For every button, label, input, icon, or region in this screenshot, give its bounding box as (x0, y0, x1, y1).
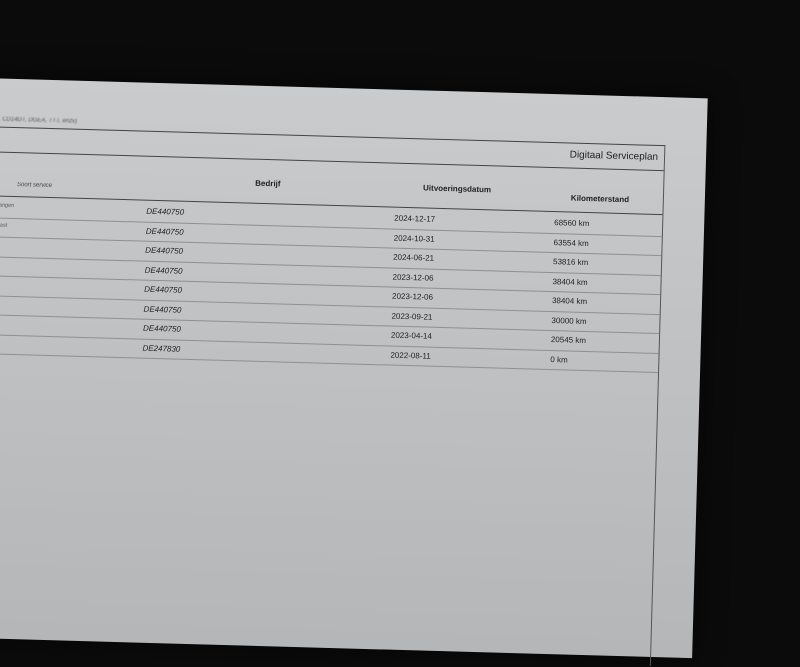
header-note: ), CD14DT, DGEA, TTT, enzv) (0, 116, 78, 125)
km-cell: 53816 km (552, 257, 589, 268)
date-cell: 2023-12-06 (391, 291, 434, 302)
date-cell: 2024-12-17 (394, 213, 436, 224)
date-cell: 2024-06-21 (393, 252, 435, 263)
column-header-km: Kilometerstand (570, 193, 630, 205)
company-cell: DE440750 (144, 284, 183, 295)
km-cell: 20545 km (550, 335, 587, 346)
company-cell: DE440750 (146, 206, 185, 217)
column-header-company: Bedrijf (255, 178, 281, 189)
company-cell: DE440750 (143, 304, 182, 315)
column-header-date: Uitvoeringsdatum (422, 183, 492, 195)
date-cell: 2024-10-31 (393, 233, 435, 244)
service-cell: vervangen (0, 202, 15, 210)
km-cell: 38404 km (552, 276, 588, 287)
company-cell: DE440750 (142, 323, 182, 334)
date-cell: 2023-09-21 (391, 311, 433, 322)
km-cell: 30000 km (551, 315, 587, 326)
km-cell: 68560 km (554, 218, 590, 229)
column-header-service: Soort service (16, 182, 53, 190)
km-cell: 63554 km (553, 237, 589, 248)
km-cell: 38404 km (551, 296, 588, 307)
date-cell: 2022-08-11 (390, 350, 431, 361)
company-cell: DE247830 (142, 343, 181, 354)
service-document: ), CD14DT, DGEA, TTT, enzv) Digitaal Ser… (0, 78, 708, 666)
date-cell: 2023-12-06 (392, 272, 434, 283)
company-cell: DE440750 (145, 226, 184, 237)
divider (0, 151, 664, 172)
service-cell: afgelast (0, 221, 8, 229)
service-table: Digitaal Serviceplan Soort service Bedri… (0, 126, 666, 666)
date-cell: 2023-04-14 (390, 330, 433, 341)
company-cell: DE440750 (145, 245, 184, 256)
document-title: Digitaal Serviceplan (569, 149, 659, 163)
company-cell: DE440750 (144, 265, 183, 276)
km-cell: 0 km (550, 354, 568, 365)
